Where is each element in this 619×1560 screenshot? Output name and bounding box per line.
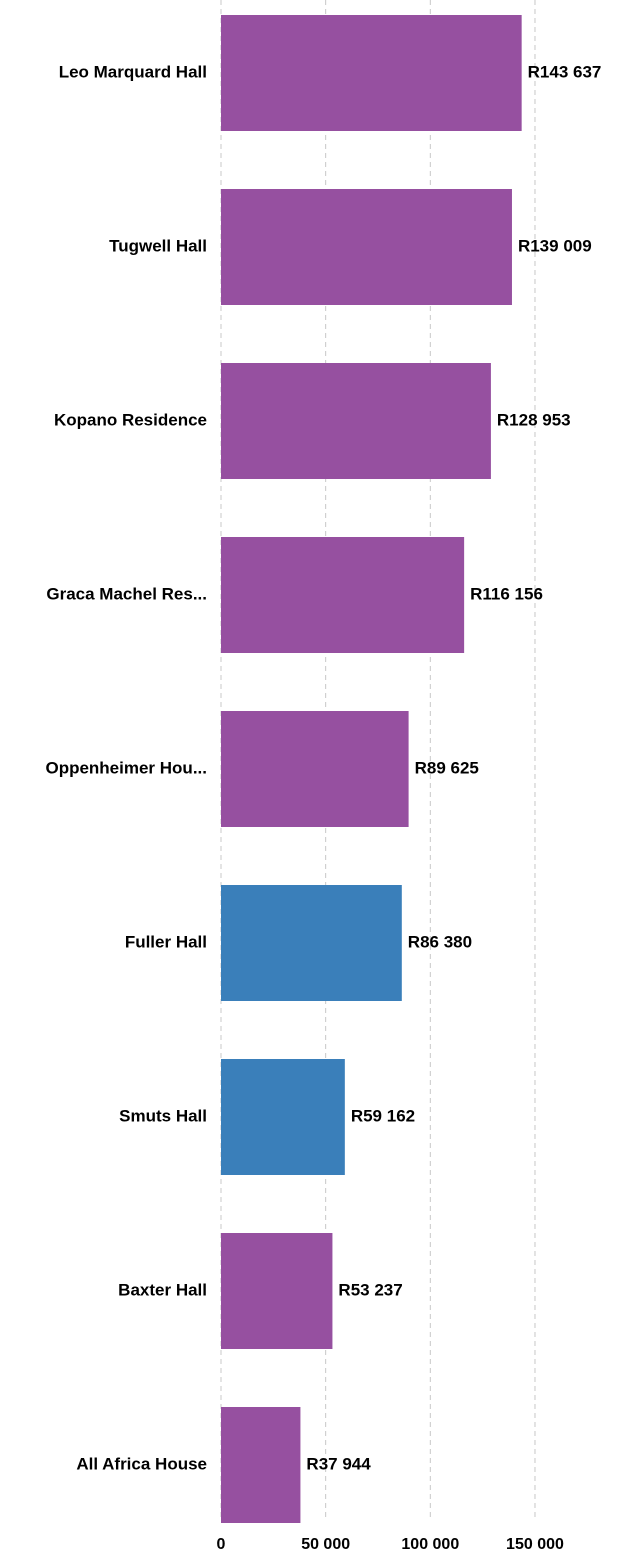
bar bbox=[221, 189, 512, 305]
bar bbox=[221, 711, 409, 827]
y-tick-label: Smuts Hall bbox=[119, 1106, 207, 1125]
y-tick-label: Fuller Hall bbox=[125, 932, 207, 951]
y-tick-label: Kopano Residence bbox=[54, 410, 207, 429]
bar bbox=[221, 1059, 345, 1175]
bar bbox=[221, 15, 522, 131]
value-label: R53 237 bbox=[338, 1280, 402, 1299]
y-tick-label: Leo Marquard Hall bbox=[59, 62, 207, 81]
value-label: R128 953 bbox=[497, 410, 571, 429]
bar bbox=[221, 885, 402, 1001]
y-tick-label: All Africa House bbox=[76, 1454, 207, 1473]
x-tick-label: 50 000 bbox=[301, 1536, 350, 1553]
bar bbox=[221, 363, 491, 479]
x-tick-label: 100 000 bbox=[401, 1536, 459, 1553]
value-label: R116 156 bbox=[470, 584, 543, 603]
bar bbox=[221, 1233, 333, 1349]
y-tick-label: Oppenheimer Hou... bbox=[45, 758, 207, 777]
value-label: R59 162 bbox=[351, 1106, 415, 1125]
value-label: R37 944 bbox=[306, 1454, 371, 1473]
bar bbox=[221, 537, 465, 653]
value-label: R139 009 bbox=[518, 236, 592, 255]
value-label: R86 380 bbox=[408, 932, 472, 951]
y-tick-label: Tugwell Hall bbox=[109, 236, 207, 255]
value-label: R89 625 bbox=[415, 758, 479, 777]
bar bbox=[221, 1407, 301, 1523]
value-label: R143 637 bbox=[528, 62, 602, 81]
x-tick-label: 150 000 bbox=[506, 1536, 564, 1553]
y-tick-label: Graca Machel Res... bbox=[46, 584, 207, 603]
x-tick-label: 0 bbox=[217, 1536, 226, 1553]
y-tick-label: Baxter Hall bbox=[118, 1280, 207, 1299]
